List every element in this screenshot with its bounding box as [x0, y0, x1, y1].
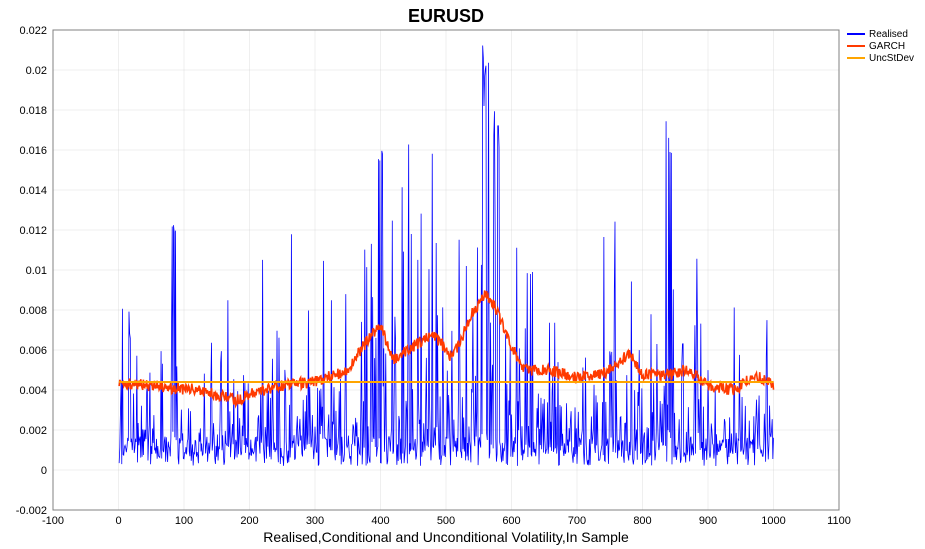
x-tick-label: 1100 [827, 515, 851, 527]
x-tick-label: 500 [437, 515, 455, 527]
x-tick-label: 600 [502, 515, 520, 527]
y-tick-label: 0.008 [19, 305, 47, 317]
x-tick-label: 1000 [761, 515, 785, 527]
x-axis-label: Realised,Conditional and Unconditional V… [263, 529, 629, 545]
legend-label: UncStDev [869, 53, 914, 64]
x-tick-label: 400 [371, 515, 389, 527]
x-tick-label: 700 [568, 515, 586, 527]
y-tick-label: 0.014 [19, 185, 47, 197]
volatility-chart: EURUSD-100010020030040050060070080090010… [0, 0, 925, 549]
x-tick-label: 100 [175, 515, 193, 527]
chart-title: EURUSD [408, 6, 484, 26]
y-tick-label: 0 [41, 465, 47, 477]
y-tick-label: 0.02 [26, 65, 47, 77]
chart-svg: EURUSD-100010020030040050060070080090010… [0, 0, 925, 549]
x-tick-label: 800 [633, 515, 651, 527]
x-tick-label: 200 [240, 515, 258, 527]
legend: RealisedGARCHUncStDev [847, 29, 914, 64]
legend-label: Realised [869, 29, 908, 40]
x-tick-label: 900 [699, 515, 717, 527]
y-tick-label: 0.002 [19, 425, 47, 437]
x-tick-label: 300 [306, 515, 324, 527]
y-tick-label: 0.016 [19, 145, 47, 157]
y-tick-label: -0.002 [16, 505, 47, 517]
y-tick-label: 0.022 [19, 25, 47, 37]
y-tick-label: 0.004 [19, 385, 47, 397]
legend-label: GARCH [869, 41, 905, 52]
y-tick-label: 0.006 [19, 345, 47, 357]
y-tick-label: 0.012 [19, 225, 47, 237]
y-tick-label: 0.018 [19, 105, 47, 117]
x-tick-label: 0 [115, 515, 121, 527]
y-tick-label: 0.01 [26, 265, 47, 277]
